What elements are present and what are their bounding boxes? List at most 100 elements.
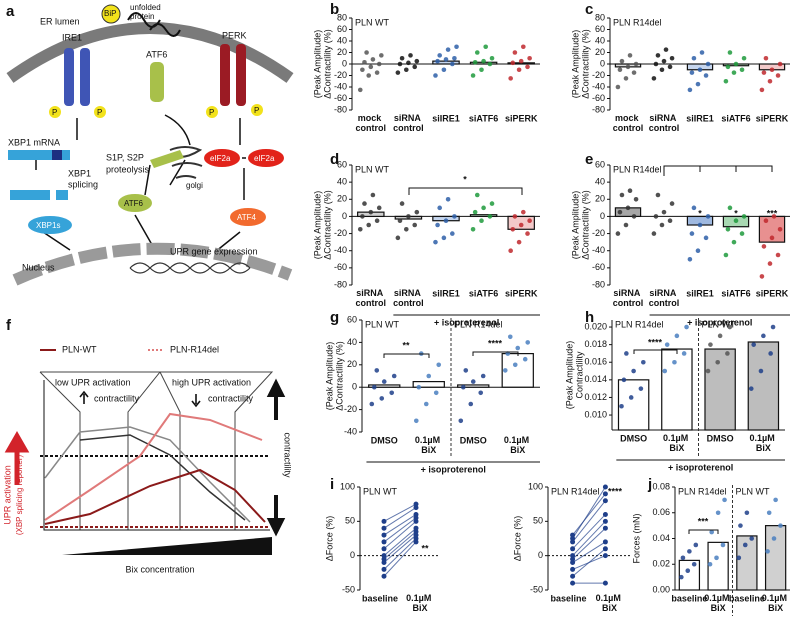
point xyxy=(437,205,442,211)
panel-title: PLN WT xyxy=(355,164,390,174)
point xyxy=(758,368,764,374)
label: UPR gene expression xyxy=(170,246,258,256)
y-tick-label: 40 xyxy=(337,177,347,187)
point xyxy=(406,60,411,66)
perk xyxy=(236,44,246,106)
bar xyxy=(704,348,736,431)
point xyxy=(474,50,480,55)
x-tick-label: siIRE1 xyxy=(432,288,460,298)
y-tick-label: 40 xyxy=(595,35,605,45)
label: XBP1 xyxy=(68,168,91,178)
x-tick-label: baseline xyxy=(550,593,586,603)
y-label: Contractility xyxy=(574,351,584,399)
point xyxy=(602,518,608,524)
point xyxy=(489,55,495,61)
point xyxy=(707,561,713,567)
y-tick-label: 0.012 xyxy=(584,392,607,402)
point xyxy=(687,87,693,93)
point xyxy=(619,403,624,409)
point xyxy=(450,61,455,67)
point xyxy=(413,539,419,545)
point xyxy=(631,368,636,374)
point xyxy=(674,333,680,339)
x-tick-label: siPERK xyxy=(505,113,538,123)
point xyxy=(659,222,665,228)
y-tick-label: -50 xyxy=(342,584,355,594)
point xyxy=(376,61,382,67)
point xyxy=(479,218,484,224)
pair-line xyxy=(383,538,417,570)
label: Nucleus xyxy=(22,262,55,272)
point xyxy=(731,239,737,245)
point xyxy=(680,555,686,561)
point xyxy=(733,218,739,224)
point xyxy=(689,70,695,75)
point xyxy=(742,542,748,548)
phospho xyxy=(251,104,263,116)
bracket xyxy=(663,165,773,176)
pair-line xyxy=(572,493,606,536)
point xyxy=(705,368,711,374)
point xyxy=(653,61,659,67)
x-tick-label: siATF6 xyxy=(721,113,750,123)
point xyxy=(510,60,516,66)
point xyxy=(777,61,783,67)
point xyxy=(366,222,371,228)
point xyxy=(723,252,729,258)
point xyxy=(454,44,459,50)
point xyxy=(399,201,405,206)
point xyxy=(413,529,419,535)
point xyxy=(481,58,486,64)
y-tick-label: 20 xyxy=(347,359,357,369)
point xyxy=(602,539,608,545)
bar xyxy=(617,379,650,431)
label: protein xyxy=(130,12,154,21)
pair-line xyxy=(383,514,417,536)
point xyxy=(435,58,440,64)
point xyxy=(623,76,629,81)
point xyxy=(381,546,387,552)
panel-title: PLN R14del xyxy=(678,486,727,496)
point xyxy=(697,67,703,73)
point xyxy=(480,373,486,379)
point xyxy=(633,61,639,67)
panel-letter: j xyxy=(647,476,652,493)
xbp1-spliced xyxy=(56,190,68,200)
point xyxy=(570,536,576,541)
y-label: Forces (mN) xyxy=(631,514,641,564)
label: BiP xyxy=(104,9,116,18)
x-tick-label: siPERK xyxy=(756,288,789,298)
phospho xyxy=(94,106,106,118)
point xyxy=(631,214,637,219)
point xyxy=(602,553,608,559)
point xyxy=(481,205,486,211)
label: XBP1s xyxy=(36,221,60,230)
label: proteolysis xyxy=(106,164,150,174)
y-label: ΔForce (%) xyxy=(512,516,522,562)
point xyxy=(381,539,387,545)
label: P xyxy=(209,108,214,117)
bar xyxy=(736,535,758,591)
point xyxy=(602,546,608,552)
y-tick-label: -60 xyxy=(334,93,347,103)
point xyxy=(413,511,419,517)
y-tick-label: 60 xyxy=(337,24,347,34)
x-tick-label: DMSO xyxy=(707,433,734,443)
point xyxy=(362,201,367,206)
point xyxy=(360,67,365,73)
point xyxy=(727,50,733,55)
y-tick-label: 0.04 xyxy=(652,533,670,543)
significance: * xyxy=(698,208,702,218)
point xyxy=(371,384,377,390)
point xyxy=(751,342,756,347)
point xyxy=(633,196,639,202)
y-tick-label: -20 xyxy=(344,404,357,414)
point xyxy=(381,532,387,538)
point xyxy=(624,351,629,356)
point xyxy=(723,78,729,84)
point xyxy=(403,67,409,73)
label: high UPR activation xyxy=(172,377,251,387)
y-label: ΔContractility (%) xyxy=(334,341,344,411)
dna xyxy=(129,262,251,274)
footer: + isoproterenol xyxy=(421,464,486,474)
